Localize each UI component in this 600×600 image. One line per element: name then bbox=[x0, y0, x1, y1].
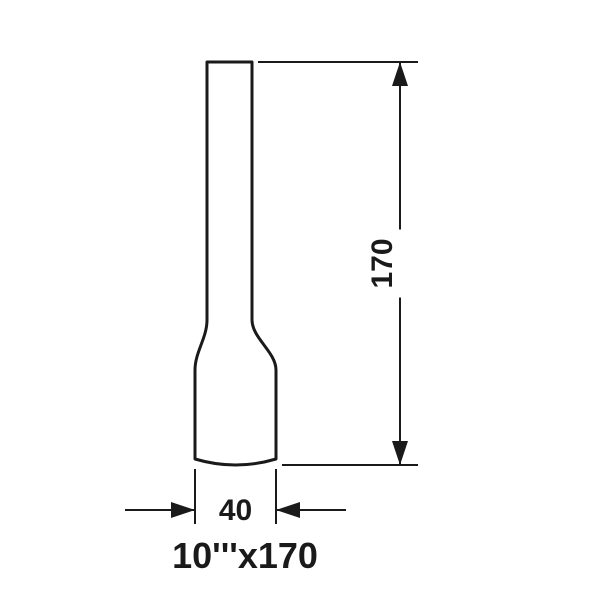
drawing-title: 10'''x170 bbox=[172, 535, 318, 576]
width-dim-value: 40 bbox=[219, 494, 252, 527]
width-arrow-right bbox=[276, 502, 300, 518]
width-arrow-left bbox=[171, 502, 195, 518]
height-dim-value: 170 bbox=[366, 238, 399, 288]
height-arrow-bottom bbox=[392, 441, 408, 465]
height-arrow-top bbox=[392, 62, 408, 86]
part-outline bbox=[195, 62, 276, 465]
